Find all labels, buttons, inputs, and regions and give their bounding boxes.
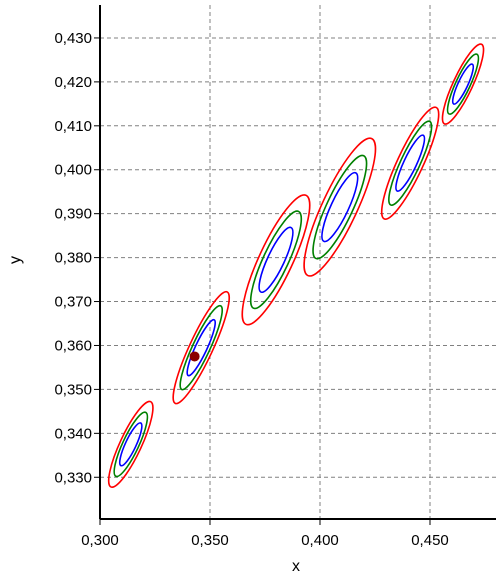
contour-ellipse — [249, 210, 303, 310]
contour-ellipse — [441, 43, 485, 125]
y-tick-label: 0,400 — [54, 162, 92, 179]
x-tick-label: 0,300 — [81, 532, 119, 549]
y-axis-label: y — [7, 256, 24, 264]
contour-ellipse — [312, 154, 368, 260]
ellipse-group — [380, 106, 440, 220]
plot-area — [107, 43, 485, 488]
y-tick-label: 0,370 — [54, 294, 92, 311]
contour-ellipse — [388, 120, 433, 206]
ellipse-group — [441, 43, 485, 125]
y-tick-label: 0,350 — [54, 381, 92, 398]
x-tick-label: 0,350 — [191, 532, 229, 549]
contour-ellipse — [395, 134, 426, 192]
contour-ellipse — [241, 194, 311, 326]
ellipse-group — [241, 194, 311, 326]
x-tick-label: 0,450 — [411, 532, 449, 549]
contour-ellipse — [113, 411, 149, 478]
x-axis-label: x — [292, 558, 300, 575]
y-tick-label: 0,380 — [54, 250, 92, 267]
x-tick-label: 0,400 — [301, 532, 339, 549]
contour-ellipse — [451, 63, 475, 105]
contour-ellipse — [258, 226, 294, 294]
y-tick-label: 0,420 — [54, 74, 92, 91]
y-tick-label: 0,330 — [54, 469, 92, 486]
contour-ellipse — [446, 53, 480, 115]
ellipse-group — [107, 400, 154, 488]
contour-ellipse — [380, 106, 440, 220]
contour-ellipse — [172, 290, 231, 405]
y-tick-label: 0,340 — [54, 425, 92, 442]
y-tick-label: 0,410 — [54, 118, 92, 135]
y-tick-label: 0,390 — [54, 206, 92, 223]
ellipse-group — [172, 290, 231, 405]
data-point-marker — [189, 351, 200, 362]
contour-ellipse — [107, 400, 154, 488]
y-tick-label: 0,430 — [54, 30, 92, 47]
contour-ellipse — [118, 422, 143, 467]
contour-ellipse — [186, 318, 217, 377]
y-tick-label: 0,360 — [54, 337, 92, 354]
axes: 0,300 0,350 0,400 0,450 0,330 0,340 0,350 0,360… — [54, 5, 496, 549]
ellipse-group — [303, 137, 377, 277]
contour-ellipse — [303, 137, 377, 277]
grid-lines — [100, 5, 496, 519]
contour-ellipse — [321, 171, 359, 243]
contour-ellipse — [179, 304, 224, 391]
